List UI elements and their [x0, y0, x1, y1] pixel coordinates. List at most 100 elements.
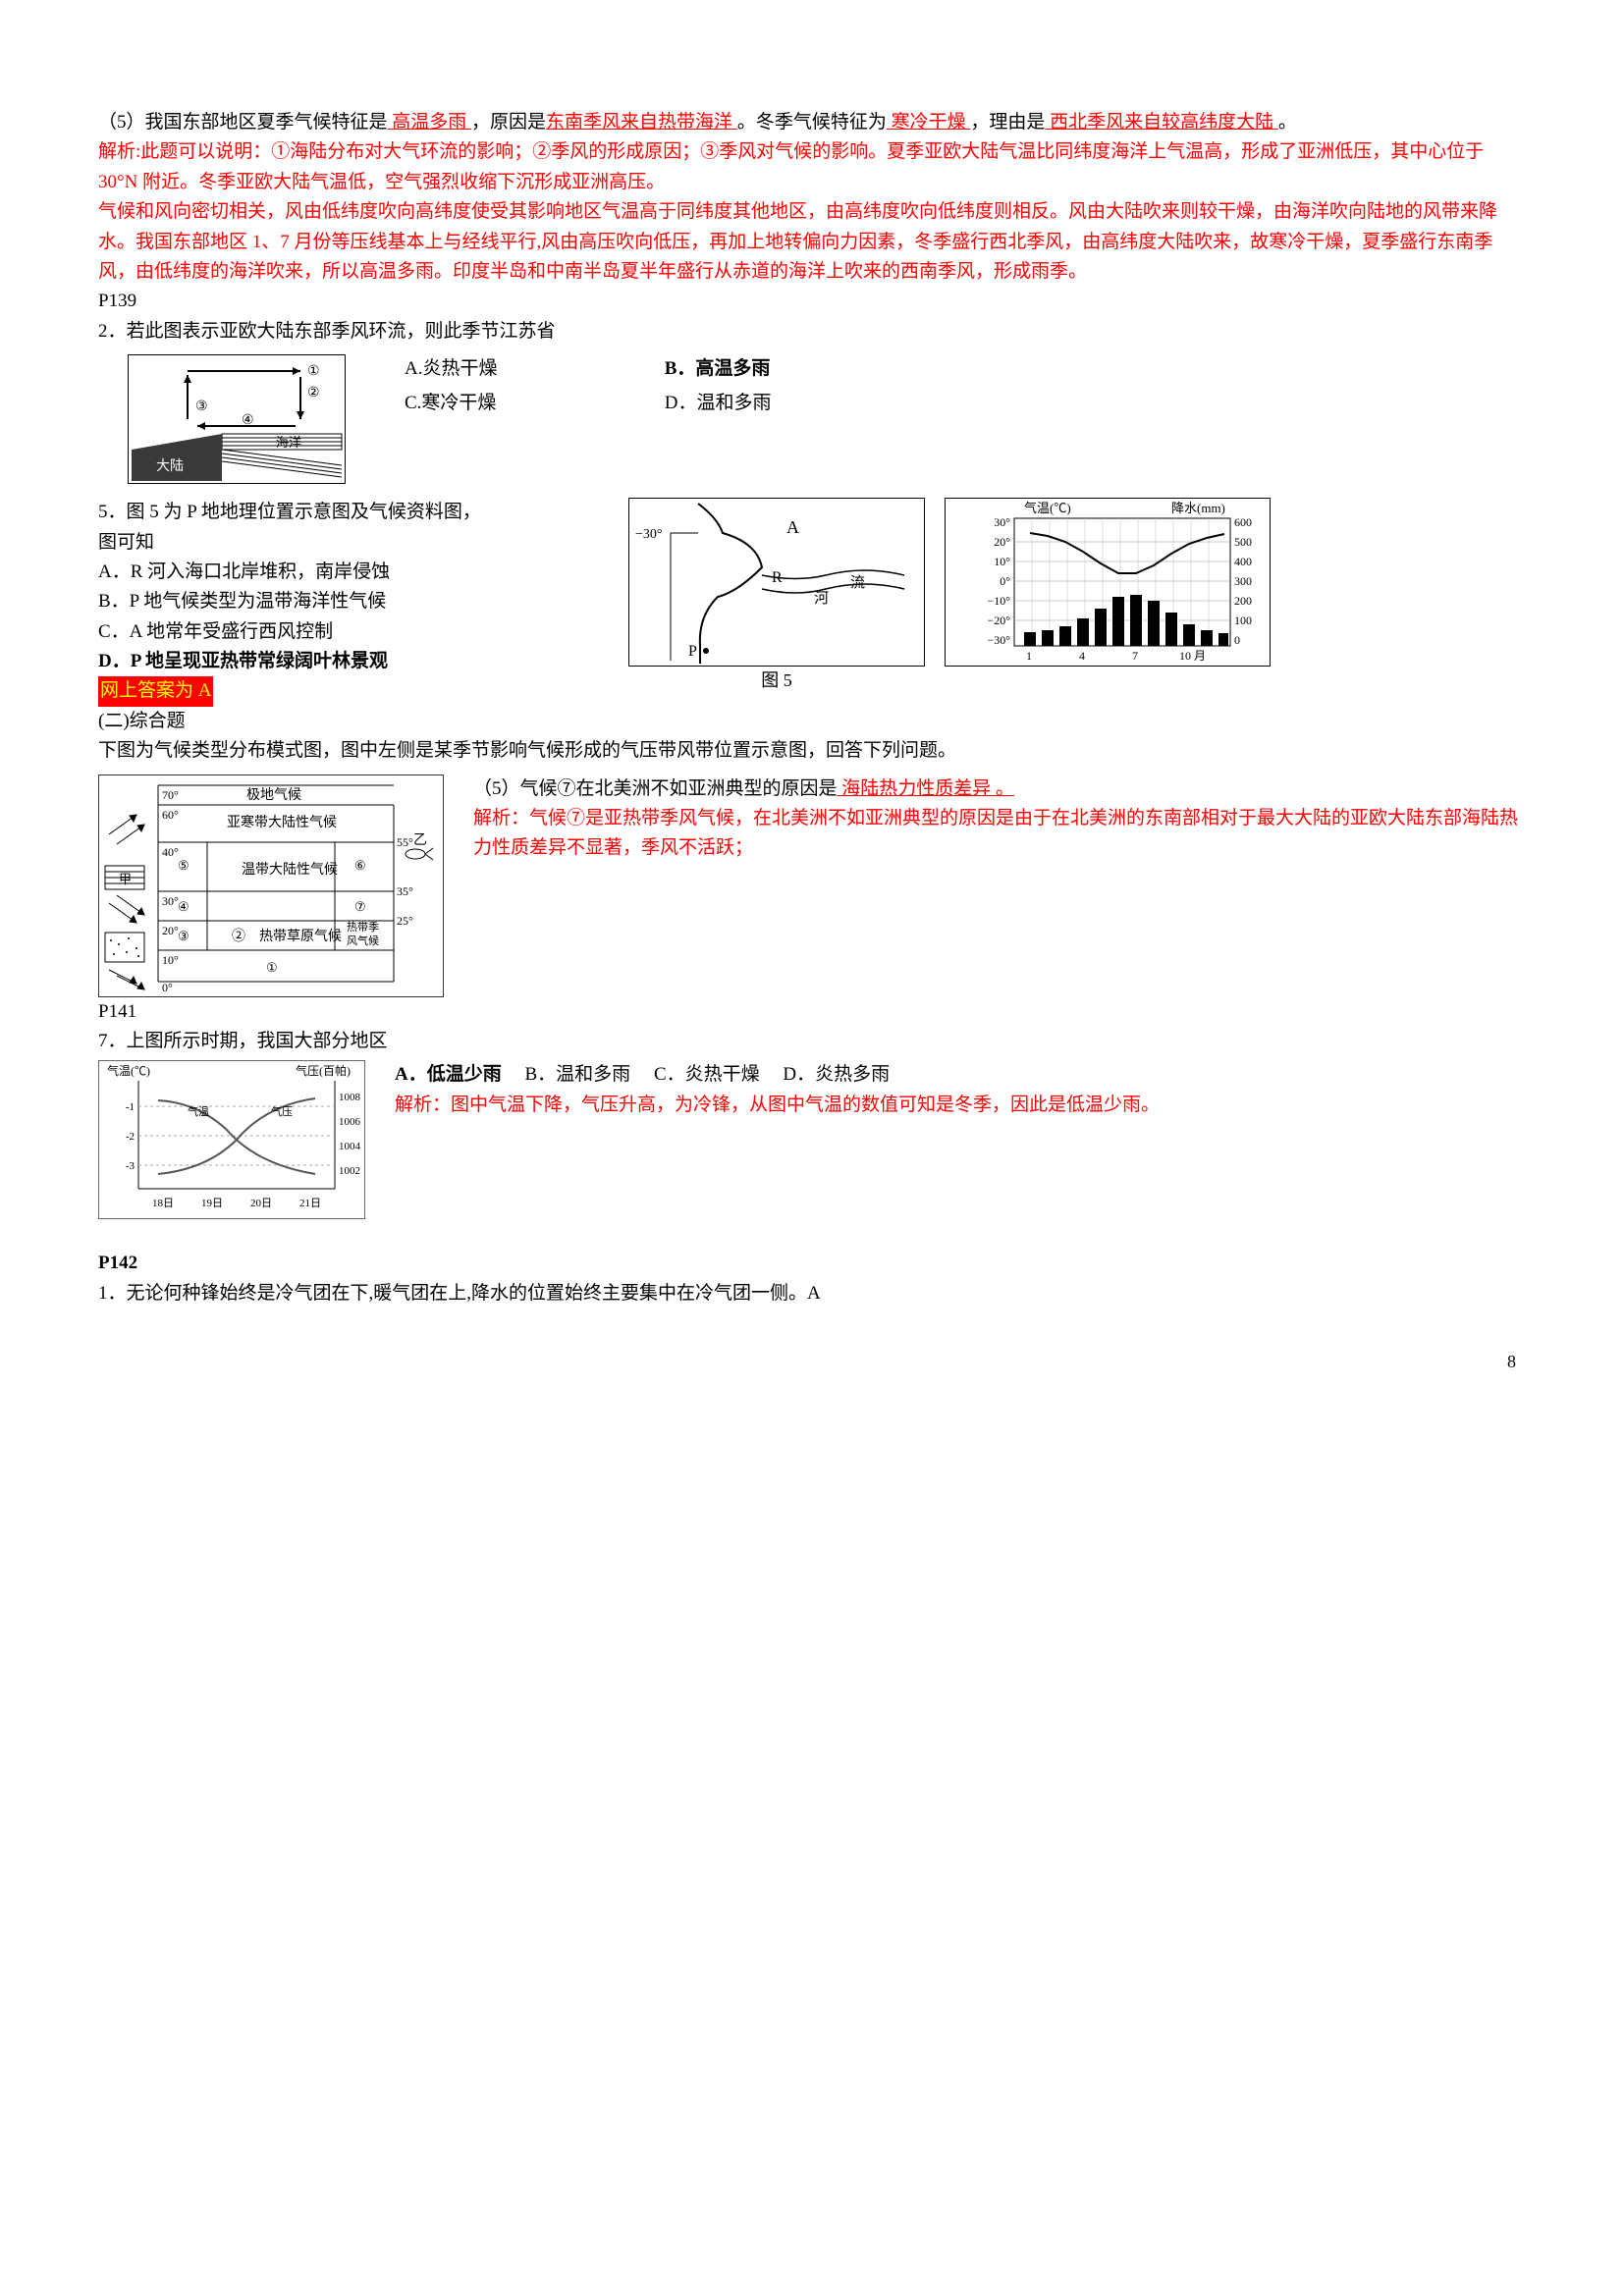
q7-c: C．炎热干燥 [654, 1064, 760, 1085]
p141-label: P141 [98, 997, 1526, 1027]
svg-text:1004: 1004 [339, 1141, 361, 1152]
svg-text:30°: 30° [162, 894, 179, 908]
q2-options: A.炎热干燥 B．高温多雨 C.寒冷干燥 D．温和多雨 [405, 350, 861, 418]
svg-text:19日: 19日 [201, 1198, 223, 1209]
svg-text:−30°: −30° [635, 527, 663, 542]
fig5-caption: 图 5 [628, 667, 925, 695]
svg-text:0°: 0° [1000, 574, 1010, 588]
zonghe-right: （5）气候⑦在北美洲不如亚洲典型的原因是 海陆热力性质差异 。 解析：气候⑦是亚… [473, 774, 1526, 864]
q2-opt-d: D．温和多雨 [665, 389, 861, 418]
q2-opt-b: B．高温多雨 [665, 354, 861, 384]
svg-text:20°: 20° [162, 924, 179, 937]
svg-text:1002: 1002 [339, 1165, 360, 1177]
q5-mid1: ，原因是 [471, 112, 546, 133]
svg-text:乙: 乙 [413, 832, 427, 848]
svg-text:-1: -1 [126, 1101, 135, 1113]
svg-text:0°: 0° [162, 981, 173, 994]
q5-stem1: 5．图 5 为 P 地地理位置示意图及气候资料图， [98, 498, 628, 527]
p142-label: P142 [98, 1249, 1526, 1278]
svg-text:⑥: ⑥ [354, 858, 366, 873]
q2-row: ① ② ③ ④ 海洋 [98, 350, 1526, 488]
svg-text:河: 河 [814, 590, 829, 607]
svg-text:亚寒带大陆性气候: 亚寒带大陆性气候 [227, 814, 337, 830]
q5-blank2: 东南季风来自热带海洋 [546, 112, 737, 133]
q5-figs: −30° A R 河 流 P [628, 498, 1271, 695]
q7-row: 气温(℃) 气压(百帕) -1 -2 -3 1008 1006 1004 100… [98, 1060, 1526, 1219]
q5-stem2: 图可知 [98, 528, 628, 558]
svg-text:21日: 21日 [299, 1198, 321, 1209]
svg-text:70°: 70° [162, 788, 179, 802]
q7-a: A．低温少雨 [395, 1064, 502, 1085]
svg-text:−30°: −30° [987, 633, 1010, 647]
svg-text:⑤: ⑤ [178, 858, 189, 873]
q7-analysis: 解析：图中气温下降，气压升高，为冷锋，从图中气温的数值可知是冬季，因此是低温少雨… [395, 1091, 1526, 1120]
fig-monsoon: ① ② ③ ④ 海洋 [128, 354, 346, 484]
svg-text:100: 100 [1234, 614, 1252, 627]
q5-blank4: 西北季风来自较高纬度大陆 [1045, 112, 1278, 133]
svg-text:10 月: 10 月 [1179, 649, 1206, 663]
svg-text:600: 600 [1234, 515, 1252, 529]
q7-stem: 7．上图所示时期，我国大部分地区 [98, 1027, 1526, 1056]
q5-opt-d: D．P 地呈现亚热带常绿阔叶林景观 [98, 647, 628, 676]
analysis1-p2: 气候和风向密切相关，风由低纬度吹向高纬度使受其影响地区气温高于同纬度其他地区，由… [98, 197, 1526, 287]
q5-pre: （5）我国东部地区夏季气候特征是 [98, 112, 388, 133]
svg-text:气温: 气温 [188, 1104, 209, 1118]
svg-text:温带大陆性气候: 温带大陆性气候 [242, 862, 338, 878]
svg-text:18日: 18日 [152, 1198, 174, 1209]
svg-text:①: ① [266, 960, 278, 975]
svg-text:500: 500 [1234, 535, 1252, 549]
q5-left: 5．图 5 为 P 地地理位置示意图及气候资料图， 图可知 A．R 河入海口北岸… [98, 498, 628, 707]
svg-text:大陆: 大陆 [156, 458, 184, 474]
svg-text:200: 200 [1234, 594, 1252, 608]
q5-row: 5．图 5 为 P 地地理位置示意图及气候资料图， 图可知 A．R 河入海口北岸… [98, 498, 1526, 707]
zonghe-row: 甲 [98, 774, 1526, 997]
fig-climate-model: 甲 [98, 774, 444, 997]
svg-text:甲: 甲 [119, 872, 132, 886]
svg-text:−10°: −10° [987, 594, 1010, 608]
svg-text:极地气候: 极地气候 [246, 787, 301, 803]
q2-opt-a: A.炎热干燥 [405, 354, 660, 384]
zonghe-q5-pre: （5）气候⑦在北美洲不如亚洲典型的原因是 [473, 778, 838, 799]
analysis1-p1: 解析:此题可以说明：①海陆分布对大气环流的影响；②季风的形成原因；③季风对气候的… [98, 137, 1526, 197]
q5-blank1: 高温多雨 [388, 112, 472, 133]
svg-text:30°: 30° [994, 515, 1010, 529]
q5-blank3: 寒冷干燥 [887, 112, 971, 133]
svg-text:1008: 1008 [339, 1092, 361, 1103]
svg-text:60°: 60° [162, 808, 179, 822]
svg-text:②: ② [307, 386, 320, 400]
svg-text:③: ③ [195, 400, 208, 414]
svg-text:300: 300 [1234, 574, 1252, 588]
svg-text:A: A [786, 517, 799, 537]
zonghe-analysis: 解析：气候⑦是亚热带季风气候，在北美洲不如亚洲典型的原因是由于在北美洲的东南部相… [473, 804, 1526, 864]
svg-text:1: 1 [1026, 649, 1032, 663]
svg-text:气压: 气压 [271, 1104, 293, 1118]
svg-text:20日: 20日 [250, 1198, 272, 1209]
q5-opt-c: C．A 地常年受盛行西风控制 [98, 617, 628, 647]
q5-mid2: 。冬季气候特征为 [737, 112, 887, 133]
q2-stem: 2．若此图表示亚欧大陆东部季风环流，则此季节江苏省 [98, 317, 1526, 347]
p139-label: P139 [98, 287, 1526, 316]
q7-d: D．炎热多雨 [783, 1064, 890, 1085]
svg-text:④: ④ [178, 899, 189, 914]
q5-mid4: 。 [1278, 112, 1297, 133]
svg-text:气温(℃): 气温(℃) [107, 1063, 150, 1078]
fig-clim5: 气温(℃) 降水(mm) 30° 20° 10° 0° −10° −20° −3… [945, 498, 1271, 667]
svg-text:40°: 40° [162, 845, 179, 859]
svg-text:4: 4 [1079, 649, 1085, 663]
q5-opt-a: A．R 河入海口北岸堆积，南岸侵蚀 [98, 558, 628, 587]
zonghe-intro: 下图为气候类型分布模式图，图中左侧是某季节影响气候形成的气压带风带位置示意图，回… [98, 736, 1526, 766]
p142-q1: 1．无论何种锋始终是冷气团在下,暖气团在上,降水的位置始终主要集中在冷气团一侧。… [98, 1279, 1526, 1308]
svg-text:55°: 55° [397, 835, 413, 849]
svg-text:35°: 35° [397, 884, 413, 898]
svg-text:7: 7 [1132, 649, 1138, 663]
fig-map5: −30° A R 河 流 P [628, 498, 925, 667]
q5-note: 网上答案为 A [98, 676, 213, 706]
zonghe-q5-post: 。 [996, 778, 1014, 799]
svg-text:流: 流 [850, 574, 865, 591]
q5-opt-b: B．P 地气候类型为温带海洋性气候 [98, 587, 628, 616]
q5-mid3: ，理由是 [970, 112, 1045, 133]
svg-text:⑦: ⑦ [354, 899, 366, 914]
svg-text:② 热带草原气候: ② 热带草原气候 [232, 929, 342, 944]
svg-text:气温(℃): 气温(℃) [1024, 501, 1071, 515]
svg-text:10°: 10° [994, 555, 1010, 568]
